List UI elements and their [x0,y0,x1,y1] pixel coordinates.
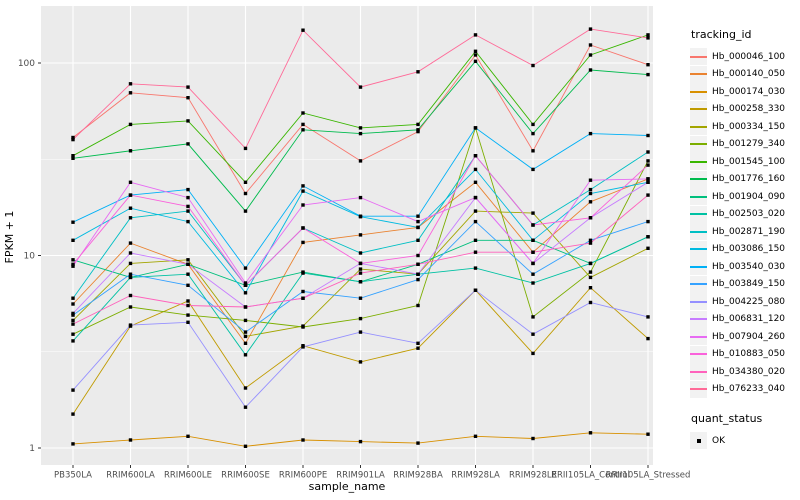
legend-item-label: Hb_000046_100 [712,51,786,62]
svg-text:100: 100 [18,59,35,69]
legend-key-swatch [690,363,707,381]
legend-key-swatch [690,275,707,293]
legend-item-Hb_034380_020: Hb_034380_020 [690,363,800,381]
legend-item-label: Hb_002503_020 [712,209,786,220]
legend-quant-items: OK [690,432,800,450]
axis-ticks [38,62,649,468]
legend-item-label: Hb_002871_190 [712,226,786,237]
legend-item-label: Hb_006831_120 [712,314,786,325]
legend-item-label: Hb_000334_150 [712,121,786,132]
legend-key-swatch [690,240,707,258]
legend-key-swatch [690,293,707,311]
legend-key-swatch [690,188,707,206]
data-points [71,27,650,448]
legend: tracking_id Hb_000046_100 Hb_000140_050 Hb… [690,0,800,500]
y-tick-labels: 1 10 100 [18,59,35,454]
minor-gridlines [41,158,653,353]
legend-key-swatch [690,258,707,276]
legend-item-Hb_002503_020: Hb_002503_020 [690,205,800,224]
legend-key-swatch [690,345,707,363]
legend-title-tracking-id: tracking_id [691,28,752,41]
y-axis-title: FPKM + 1 [3,211,16,264]
svg-text:RRII105LA_Control: RRII105LA_Control [551,471,630,481]
legend-item-Hb_006831_120: Hb_006831_120 [690,310,800,329]
legend-item-label: Hb_000140_050 [712,69,786,80]
svg-text:RRIM600LE: RRIM600LE [164,471,212,481]
svg-text:RRIM600LA: RRIM600LA [106,471,155,481]
svg-text:RRIM901LA: RRIM901LA [336,471,385,481]
legend-item-label: Hb_001545_100 [712,156,786,167]
legend-title-quant-status: quant_status [691,412,763,425]
legend-item-Hb_001904_090: Hb_001904_090 [690,188,800,206]
legend-item-Hb_000140_050: Hb_000140_050 [690,65,800,84]
legend-key-swatch [690,328,707,346]
legend-key-swatch [690,65,707,83]
svg-text:PB350LA: PB350LA [54,471,92,481]
legend-item-Hb_001545_100: Hb_001545_100 [690,153,800,171]
x-tick-labels: PB350LA RRIM600LA RRIM600LE RRIM600SE RRIM60… [54,471,690,481]
svg-text:RRIM928BA: RRIM928BA [393,471,443,481]
legend-key-swatch [690,170,707,188]
legend-tracking-items: Hb_000046_100 Hb_000140_050 Hb_000174_030 H… [690,48,800,398]
legend-item-Hb_001776_160: Hb_001776_160 [690,170,800,189]
legend-key-swatch [690,118,707,136]
legend-key-swatch [690,380,707,398]
x-axis-title: sample_name [309,480,386,493]
legend-item-label: Hb_003849_150 [712,279,786,290]
svg-text:RRIM928LE: RRIM928LE [509,471,557,481]
panel-background [41,6,653,465]
legend-item-quant-ok: OK [690,432,800,450]
legend-key-swatch [690,310,707,328]
legend-item-label: Hb_001776_160 [712,174,786,185]
legend-item-label: Hb_003540_030 [712,261,786,272]
legend-item-label: Hb_001279_340 [712,139,786,150]
legend-item-Hb_002871_190: Hb_002871_190 [690,223,800,241]
legend-item-Hb_003540_030: Hb_003540_030 [690,258,800,276]
legend-item-Hb_001279_340: Hb_001279_340 [690,135,800,154]
svg-text:RRIM600PE: RRIM600PE [279,471,327,481]
svg-text:10: 10 [24,252,36,262]
legend-item-label: Hb_000258_330 [712,104,786,115]
legend-item-Hb_007904_260: Hb_007904_260 [690,328,800,346]
legend-item-label: Hb_003086_150 [712,244,786,255]
legend-item-Hb_004225_080: Hb_004225_080 [690,293,800,311]
svg-text:RRIM928LA: RRIM928LA [451,471,500,481]
legend-key-swatch [690,48,707,66]
legend-item-label: Hb_034380_020 [712,366,786,377]
legend-key-point [690,432,707,450]
legend-key-swatch [690,153,707,171]
legend-item-Hb_003849_150: Hb_003849_150 [690,275,800,294]
legend-item-label: Hb_001904_090 [712,191,786,202]
legend-item-Hb_010883_050: Hb_010883_050 [690,345,800,364]
major-gridlines [41,6,653,465]
svg-text:RRIM600SE: RRIM600SE [221,471,270,481]
svg-text:RRII105LA_Stressed: RRII105LA_Stressed [606,471,690,481]
legend-item-Hb_076233_040: Hb_076233_040 [690,380,800,399]
legend-item-label: Hb_076233_040 [712,384,786,395]
legend-item-Hb_003086_150: Hb_003086_150 [690,240,800,259]
legend-item-label: Hb_010883_050 [712,349,786,360]
legend-key-swatch [690,135,707,153]
legend-item-label: Hb_007904_260 [712,331,786,342]
legend-item-Hb_000174_030: Hb_000174_030 [690,83,800,101]
legend-item-Hb_000046_100: Hb_000046_100 [690,48,800,66]
legend-key-swatch [690,83,707,101]
legend-item-label: Hb_000174_030 [712,86,786,97]
legend-key-swatch [690,100,707,118]
legend-quant-label: OK [712,435,725,446]
legend-item-Hb_000334_150: Hb_000334_150 [690,118,800,136]
legend-key-swatch [690,223,707,241]
legend-item-Hb_000258_330: Hb_000258_330 [690,100,800,119]
plot-area: 1 10 100 PB350LA RRIM600LA RRIM600LE RRIM600SE… [3,6,690,493]
svg-text:1: 1 [29,444,35,454]
legend-item-label: Hb_004225_080 [712,296,786,307]
legend-key-swatch [690,205,707,223]
